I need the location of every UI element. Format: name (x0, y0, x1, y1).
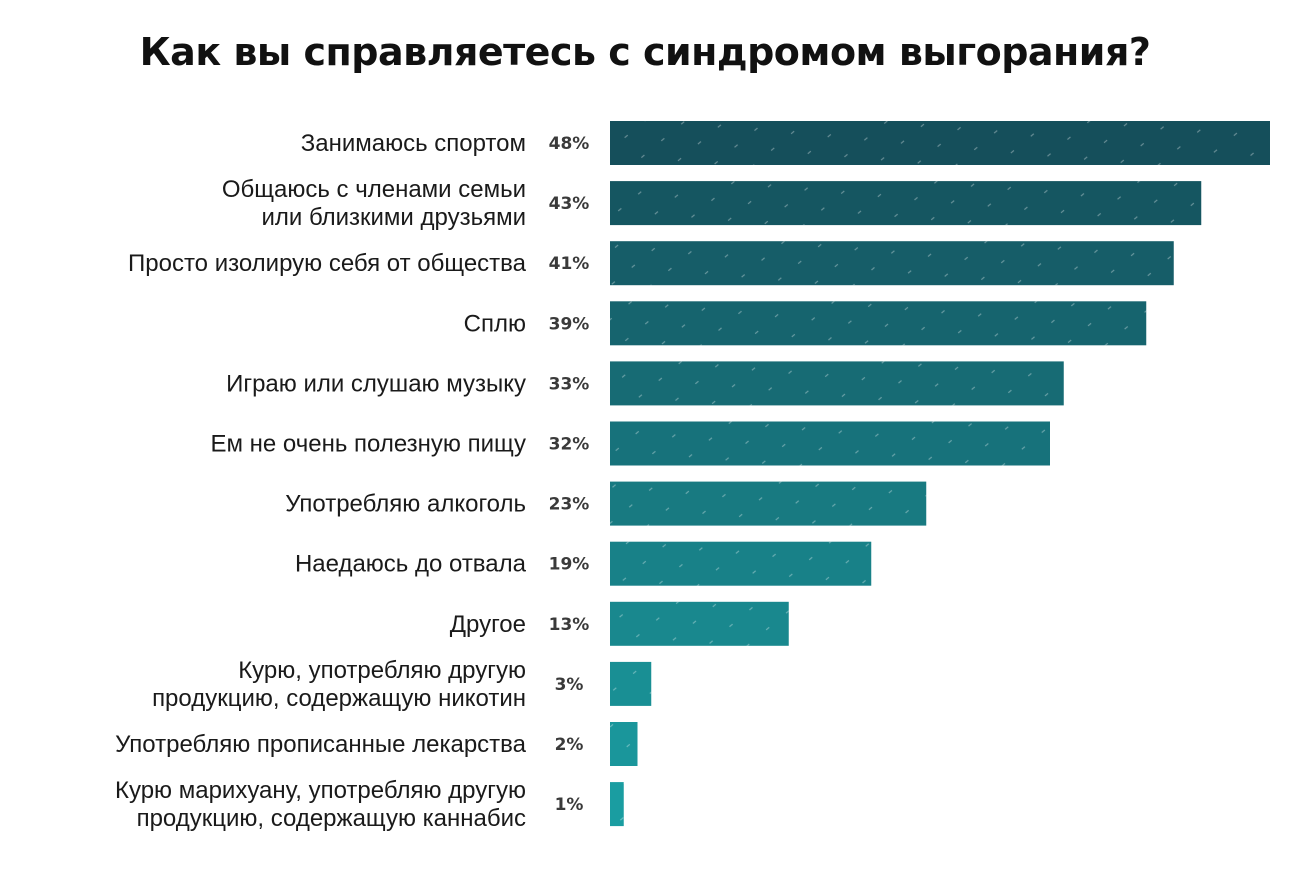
chart-title: Как вы справляетесь с синдромом выгорани… (139, 30, 1151, 74)
category-label-9: Другое (450, 611, 526, 638)
category-label-3: Просто изолирую себя от общества (128, 250, 527, 277)
value-label-1: 48% (549, 134, 590, 154)
bar-pattern-12 (610, 782, 624, 827)
bar-pattern-10 (610, 661, 652, 706)
bar-pattern-5 (610, 361, 1064, 406)
bar-pattern-7 (610, 481, 927, 526)
value-labels-group: 48% 43% 41% 39% 33% 32% 23% 19% 13% 3% 2% 1% (549, 134, 590, 815)
bar-pattern-8 (610, 541, 872, 586)
category-label-12: Курю марихуану, употребляю другую продукц… (115, 777, 526, 832)
category-label-4: Сплю (464, 310, 526, 337)
category-label-8: Наедаюсь до отвала (295, 551, 527, 578)
bar-pattern-6 (610, 421, 1050, 466)
category-label-10: Курю, употребляю другую продукцию, содерж… (152, 657, 526, 712)
category-label-7: Употребляю алкоголь (285, 491, 526, 518)
bar-pattern-3 (610, 241, 1174, 286)
value-label-5: 33% (549, 374, 590, 394)
category-label-1: Занимаюсь спортом (301, 130, 526, 157)
bar-pattern-11 (610, 722, 638, 766)
value-label-7: 23% (549, 495, 590, 515)
value-label-12: 1% (555, 795, 584, 815)
category-label-6: Ем не очень полезную пищу (210, 431, 526, 458)
category-label-2: Общаюсь с членами семьи или близкими друз… (222, 176, 526, 231)
bar-pattern-1 (610, 121, 1270, 165)
category-label-5: Играю или слушаю музыку (226, 370, 526, 397)
bars-group (610, 121, 1270, 827)
bar-pattern-9 (610, 601, 789, 646)
value-label-10: 3% (555, 675, 584, 695)
value-label-4: 39% (549, 314, 590, 334)
value-label-3: 41% (549, 254, 590, 274)
value-label-9: 13% (549, 615, 590, 635)
value-label-8: 19% (549, 555, 590, 575)
value-label-2: 43% (549, 194, 590, 214)
category-labels-group: Занимаюсь спортом Общаюсь с членами семьи… (115, 130, 527, 832)
value-label-6: 32% (549, 435, 590, 455)
bar-pattern-4 (610, 301, 1147, 346)
value-label-11: 2% (555, 735, 584, 755)
category-label-11: Употребляю прописанные лекарства (115, 731, 527, 758)
bar-pattern-2 (610, 181, 1202, 226)
